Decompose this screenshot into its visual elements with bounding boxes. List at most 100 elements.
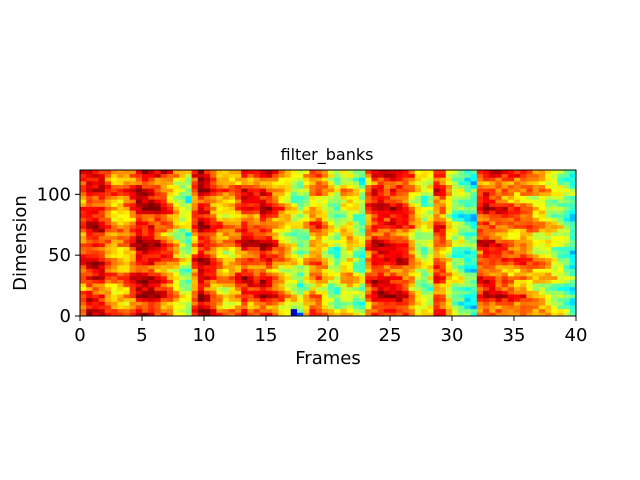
heatmap-cell	[179, 305, 186, 310]
heatmap-cell	[390, 235, 397, 240]
heatmap-cell	[563, 305, 571, 310]
heatmap-cell	[222, 170, 230, 175]
heatmap-cell	[390, 253, 397, 258]
heatmap-cell	[92, 275, 99, 280]
heatmap-cell	[259, 275, 267, 280]
heatmap-cell	[315, 184, 323, 189]
heatmap-cell	[501, 290, 509, 295]
heatmap-cell	[346, 206, 354, 211]
heatmap-cell	[179, 180, 186, 185]
heatmap-cell	[173, 206, 180, 211]
heatmap-cell	[259, 250, 267, 255]
heatmap-cell	[123, 180, 130, 185]
heatmap-cell	[129, 235, 137, 240]
heatmap-cell	[148, 206, 155, 211]
heatmap-cell	[241, 213, 248, 218]
heatmap-cell	[247, 272, 254, 277]
heatmap-cell	[278, 177, 285, 182]
heatmap-cell	[483, 250, 490, 255]
heatmap-cell	[148, 221, 155, 226]
heatmap-cell	[563, 261, 571, 266]
heatmap-cell	[235, 170, 242, 175]
heatmap-cell	[340, 272, 347, 277]
heatmap-cell	[253, 199, 261, 204]
heatmap-cell	[371, 195, 378, 200]
heatmap-cell	[259, 257, 267, 262]
heatmap-cell	[470, 275, 478, 280]
heatmap-cell	[210, 297, 217, 302]
heatmap-cell	[117, 253, 124, 258]
heatmap-cell	[433, 243, 440, 248]
heatmap-cell	[402, 224, 409, 229]
heatmap-cell	[80, 177, 87, 182]
heatmap-cell	[526, 283, 533, 288]
heatmap-cell	[365, 180, 372, 185]
heatmap-cell	[334, 308, 341, 313]
heatmap-cell	[414, 308, 422, 313]
heatmap-cell	[545, 283, 552, 288]
heatmap-cell	[290, 173, 298, 178]
heatmap-cell	[383, 210, 391, 215]
heatmap-cell	[216, 191, 223, 196]
heatmap-cell	[483, 290, 490, 295]
heatmap-cell	[551, 290, 558, 295]
heatmap-cell	[359, 217, 366, 222]
heatmap-cell	[297, 286, 304, 291]
heatmap-cell	[489, 308, 496, 313]
heatmap-cell	[117, 188, 124, 193]
heatmap-cell	[377, 250, 385, 255]
heatmap-cell	[433, 235, 440, 240]
heatmap-cell	[495, 232, 502, 237]
heatmap-cell	[408, 268, 416, 273]
heatmap-cell	[266, 184, 273, 189]
heatmap-cell	[445, 180, 453, 185]
heatmap-cell	[352, 177, 360, 182]
heatmap-cell	[352, 180, 360, 185]
heatmap-cell	[421, 294, 428, 299]
heatmap-cell	[489, 199, 496, 204]
heatmap-cell	[104, 217, 112, 222]
heatmap-cell	[309, 239, 316, 244]
heatmap-cell	[123, 202, 130, 207]
heatmap-cell	[501, 170, 509, 175]
heatmap-cell	[173, 173, 180, 178]
heatmap-cell	[216, 221, 223, 226]
heatmap-cell	[247, 173, 254, 178]
heatmap-cell	[514, 224, 521, 229]
x-tick-label: 35	[503, 325, 526, 346]
heatmap-cell	[123, 283, 130, 288]
heatmap-cell	[142, 210, 149, 215]
heatmap-cell	[445, 250, 453, 255]
heatmap-cell	[166, 173, 174, 178]
heatmap-cell	[173, 243, 180, 248]
heatmap-cell	[272, 268, 279, 273]
heatmap-cell	[204, 253, 211, 258]
heatmap-cell	[433, 272, 440, 277]
heatmap-cell	[216, 286, 223, 291]
heatmap-cell	[222, 243, 230, 248]
heatmap-cell	[433, 275, 440, 280]
heatmap-cell	[185, 184, 192, 189]
heatmap-cell	[402, 268, 409, 273]
heatmap-cell	[340, 210, 347, 215]
heatmap-cell	[359, 275, 366, 280]
heatmap-cell	[278, 191, 285, 196]
heatmap-cell	[111, 210, 118, 215]
heatmap-cell	[383, 177, 391, 182]
heatmap-cell	[204, 188, 211, 193]
heatmap-cell	[266, 268, 273, 273]
heatmap-cell	[197, 297, 205, 302]
heatmap-cell	[483, 206, 490, 211]
heatmap-cell	[297, 275, 304, 280]
heatmap-cell	[166, 202, 174, 207]
heatmap-cell	[514, 268, 521, 273]
heatmap-cell	[197, 283, 205, 288]
heatmap-cell	[427, 235, 434, 240]
heatmap-cell	[365, 290, 372, 295]
heatmap-cell	[247, 250, 254, 255]
heatmap-cell	[191, 305, 199, 310]
heatmap-cell	[80, 246, 87, 251]
heatmap-cell	[340, 297, 347, 302]
heatmap-cell	[402, 305, 409, 310]
heatmap-cell	[86, 250, 93, 255]
